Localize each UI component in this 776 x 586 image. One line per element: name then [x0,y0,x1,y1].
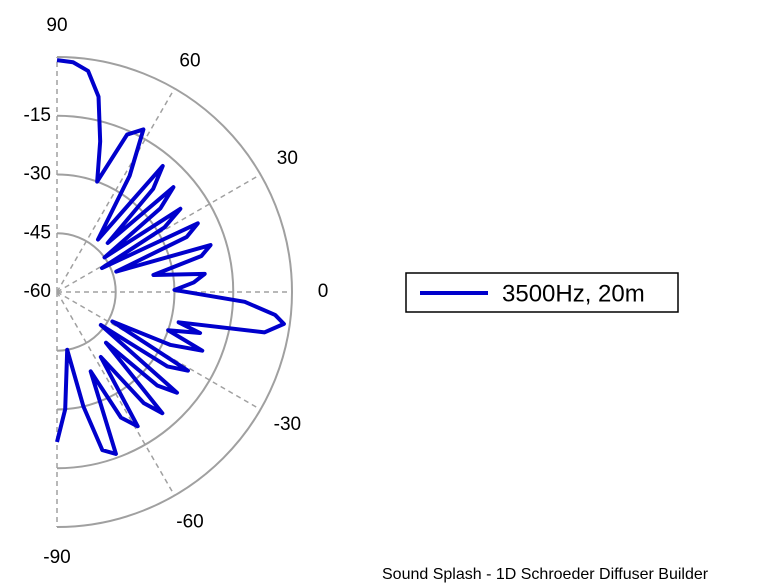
grid-ring [56,114,235,470]
theta-tick-label: 90 [46,15,67,36]
r-tick-label: -30 [24,164,51,185]
theta-tick-label: -30 [274,414,301,435]
grid: -60 -45 -30 -15 -90 -60 -30 0 30 60 90 [24,15,329,568]
theta-tick-label: 0 [318,281,329,302]
theta-tick-label: -90 [43,547,70,568]
series-line [55,58,286,456]
plot [55,58,286,456]
legend-label: 3500Hz, 20m [502,280,645,307]
theta-tick-label: 30 [277,148,298,169]
spoke [56,88,176,293]
footer: Sound Splash - 1D Schroeder Diffuser Bui… [382,566,709,583]
theta-tick-label: 60 [179,51,200,72]
spoke [56,291,176,496]
r-tick-label: -45 [24,222,51,243]
r-tick-label: -60 [24,281,51,302]
r-tick-label: -15 [24,105,51,126]
theta-tick-label: -60 [176,511,203,532]
